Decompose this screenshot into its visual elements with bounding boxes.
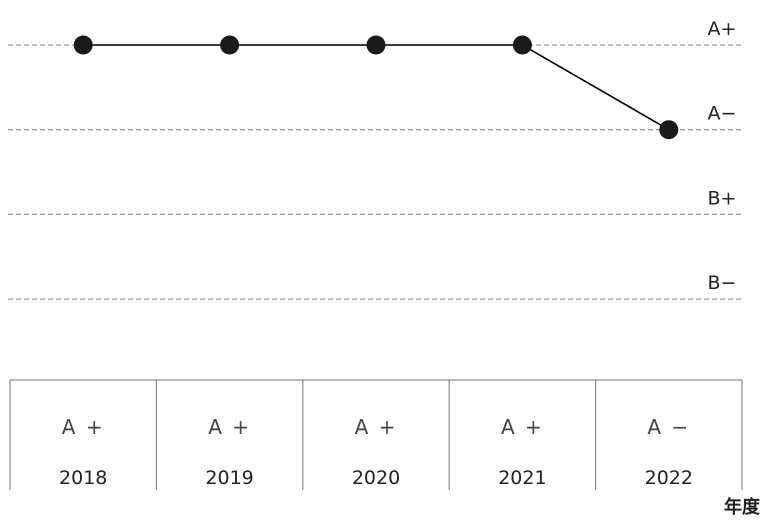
data-point-2020	[366, 35, 386, 55]
grid-lines	[8, 44, 742, 300]
data-point-2021	[512, 35, 532, 55]
data-point-2019	[220, 35, 240, 55]
level-label: A+	[708, 18, 737, 40]
level-labels: A+ A− B+ B−	[708, 18, 737, 294]
level-label: B−	[708, 272, 737, 294]
table-rating-2020: A +	[355, 415, 398, 439]
rating-series	[73, 35, 679, 140]
data-point-2022	[659, 120, 679, 140]
table-year-2020: 2020	[352, 467, 400, 489]
level-label: A−	[708, 103, 737, 125]
table-year-2022: 2022	[645, 467, 693, 489]
table-year-2018: 2018	[59, 467, 107, 489]
year-table: A + 2018 A + 2019 A + 2020 A + 2021 A − 2022	[9, 379, 743, 490]
series-line	[83, 44, 670, 131]
table-rating-2018: A +	[62, 415, 105, 439]
table-year-2021: 2021	[498, 467, 546, 489]
level-label: B+	[708, 187, 737, 209]
table-rating-2019: A +	[208, 415, 251, 439]
table-year-2019: 2019	[205, 467, 253, 489]
data-point-2018	[73, 35, 93, 55]
table-rating-2021: A +	[501, 415, 544, 439]
table-rating-2022: A −	[647, 415, 690, 439]
x-axis-label: 年度	[724, 496, 761, 518]
